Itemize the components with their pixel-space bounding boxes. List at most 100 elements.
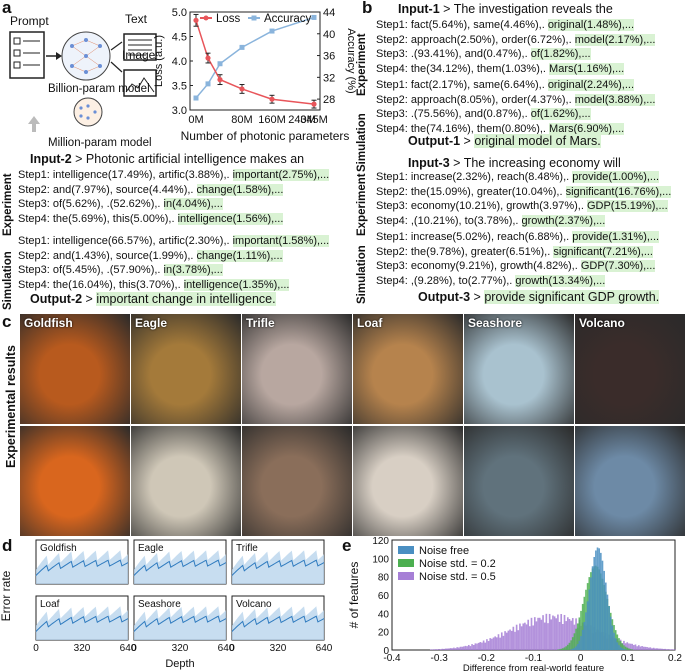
subplot-title: Volcano (236, 599, 272, 610)
input2-head: Input-2 (30, 152, 72, 166)
histogram-bar (469, 646, 472, 650)
x-tick-label: 0.2 (668, 653, 682, 664)
eagle-image-experimental: Eagle (131, 314, 241, 424)
step-chosen-token: provide(1.00%),... (572, 171, 660, 183)
histogram-bar (545, 613, 548, 650)
histogram-bar (494, 636, 497, 650)
y-tick-label: 5.0 (172, 7, 187, 19)
histogram-bar (626, 647, 629, 650)
y-axis-label: # of features (347, 562, 361, 629)
accuracy-line (195, 16, 315, 99)
panel-label-a: a (2, 0, 12, 17)
sim1-step-3: Step3: .(75.56%), and(0.87%),. of(1.62%)… (376, 107, 655, 122)
histogram-bar (566, 644, 569, 650)
histogram-bar (637, 645, 640, 650)
histogram-bar (570, 620, 572, 650)
histogram-bar (557, 614, 559, 650)
histogram-bar (628, 643, 630, 650)
x-axis-label: Depth (165, 658, 194, 670)
input3-head: Input-3 (408, 156, 450, 170)
loss-point (193, 17, 199, 23)
label-experiment-1: Experiment (356, 33, 368, 96)
histogram-bar (441, 648, 444, 650)
sim2-block: Step1: intelligence(66.57%), artific(2.3… (18, 234, 330, 292)
million-label: Million-param model (48, 137, 152, 149)
panel-label-b: b (362, 0, 373, 17)
histogram-bar (456, 647, 459, 650)
step-tokens: Step3: .(75.56%), and(0.87%),. (376, 108, 531, 120)
legend-label: Noise free (419, 545, 469, 557)
million-model-icon (73, 97, 103, 127)
step-chosen-token: provide(1.31%),... (572, 231, 660, 243)
x-tick-label: -0.4 (383, 653, 401, 664)
x-tick-label: 240M (288, 114, 316, 126)
accuracy-point (217, 61, 223, 67)
histogram-bar (581, 629, 584, 650)
histogram-bar (484, 642, 487, 650)
histogram-bar (487, 641, 490, 650)
histogram-bar (586, 601, 589, 650)
up-arrow-icon (28, 116, 40, 132)
histogram-bar (461, 646, 463, 650)
histogram-bar (672, 649, 675, 650)
histogram-bar (558, 621, 561, 650)
histogram-bar (444, 648, 447, 650)
step-chosen-token: GDP(15.19%),... (586, 200, 668, 212)
histogram-bar (504, 631, 506, 650)
histogram-bar (649, 647, 652, 650)
histogram-bar (542, 615, 544, 650)
image-output-icon (123, 69, 157, 97)
exp2-step-1: Step1: intelligence(17.49%), artific(3.8… (18, 168, 330, 183)
y-axis-label: Loss (a.u.) (153, 35, 165, 87)
image-label: Eagle (135, 316, 168, 330)
step-chosen-token: significant(16.76%),... (565, 185, 672, 198)
goldfish-image-reference (20, 426, 130, 536)
schematic-svg (9, 31, 157, 132)
histogram-bar (583, 621, 586, 650)
y-tick-label: 40 (378, 609, 390, 620)
histogram-bar (664, 648, 667, 650)
histogram-bar (596, 547, 599, 650)
histogram-bar (614, 638, 617, 650)
panel-a-input2: Input-2 > Photonic artificial intelligen… (2, 152, 330, 310)
step-tokens: Step2: and(1.43%), source(1.99%),. (18, 249, 197, 262)
step-chosen-token: in(3.78%),... (163, 264, 223, 276)
histogram-bar (623, 649, 625, 650)
legend-loss-label: Loss (216, 13, 241, 25)
histogram-bar (571, 637, 574, 650)
histogram-bar (507, 630, 510, 650)
panel-b: Input-1 > The investigation reveals the … (356, 2, 672, 304)
histogram-bar (616, 634, 619, 650)
output3-head: Output-3 (418, 290, 471, 304)
histogram-bar (543, 622, 546, 650)
exp1-block: Step1: fact(5.64%), same(4.46%),. origin… (376, 18, 656, 76)
model-schematic: Prompt Text Image Billion-param model Mi… (8, 12, 178, 149)
histogram-bar (644, 646, 647, 650)
histogram-bar (621, 648, 624, 650)
histogram-bar (439, 649, 442, 650)
histogram-bar (573, 647, 576, 650)
sim3-step-3: Step3: economy(9.21%), growth(4.82%),. G… (376, 259, 659, 274)
step-chosen-token: Mars(6.90%),... (549, 122, 625, 135)
histogram-bar (634, 644, 637, 650)
legend-label: Noise std. = 0.2 (419, 558, 496, 570)
exp3-step-3: Step3: economy(10.21%), growth(3.97%),. … (376, 199, 671, 214)
histogram-bar (575, 628, 577, 650)
x-tick-label: 320 (74, 643, 91, 654)
histogram-bar (618, 638, 620, 650)
loss-point (311, 101, 317, 107)
step-chosen-token: of(1.62%),... (530, 108, 591, 120)
step-tokens: Step3: economy(9.21%), growth(4.82%),. (376, 260, 581, 272)
legend-label: Noise std. = 0.5 (419, 571, 496, 583)
step-tokens: Step4: the(74.16%), them(0.80%),. (376, 122, 550, 135)
histogram-bar (497, 634, 500, 650)
error-band (134, 550, 226, 584)
histogram-bar (552, 615, 554, 650)
legend-swatch (398, 546, 414, 554)
histogram-bar (519, 623, 521, 650)
histogram-bar (578, 640, 581, 650)
histogram-bar (443, 648, 445, 650)
step-tokens: Step3: of(5.45%), .(57.90%),. (18, 264, 164, 276)
text-label: Text (125, 12, 148, 26)
